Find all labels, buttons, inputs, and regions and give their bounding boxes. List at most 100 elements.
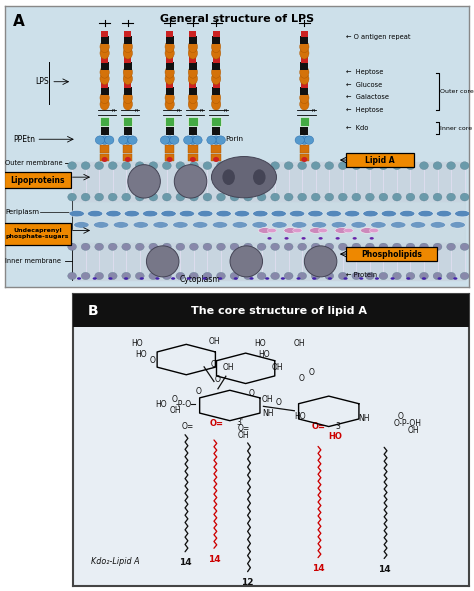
Ellipse shape [257,162,266,170]
Text: OH: OH [262,395,273,404]
Ellipse shape [359,277,364,280]
Ellipse shape [370,237,374,239]
Ellipse shape [363,210,378,217]
Ellipse shape [123,98,132,110]
Ellipse shape [271,193,280,201]
Text: HO: HO [328,432,342,441]
Text: Cytoplasm: Cytoplasm [180,275,220,284]
Ellipse shape [95,162,104,170]
Ellipse shape [100,98,109,110]
Ellipse shape [149,243,158,251]
Ellipse shape [230,162,239,170]
Text: OH: OH [208,337,220,346]
Bar [213,31,219,37]
Ellipse shape [153,222,168,228]
Text: n: n [111,108,115,113]
Ellipse shape [122,162,131,170]
Ellipse shape [244,193,253,201]
Ellipse shape [217,243,226,251]
Ellipse shape [171,277,175,280]
Ellipse shape [123,92,132,103]
Ellipse shape [284,237,289,239]
Ellipse shape [92,277,97,280]
Text: HO: HO [258,350,269,359]
Bar [124,82,131,88]
Ellipse shape [284,228,297,233]
Ellipse shape [406,193,415,201]
Ellipse shape [271,272,280,280]
Ellipse shape [218,277,222,280]
Bar [100,118,109,126]
Bar [189,87,197,95]
Bar [100,127,109,135]
Text: OH: OH [271,363,283,372]
Ellipse shape [69,210,84,217]
Ellipse shape [113,222,128,228]
Text: 14: 14 [312,564,324,573]
Ellipse shape [353,237,357,239]
Ellipse shape [311,243,320,251]
Text: O: O [397,412,403,421]
Text: O: O [275,398,281,407]
Ellipse shape [335,228,348,233]
Ellipse shape [365,193,374,201]
Ellipse shape [433,272,442,280]
Ellipse shape [284,243,293,251]
Ellipse shape [211,47,221,59]
Bar [166,37,173,44]
Ellipse shape [300,41,309,53]
Ellipse shape [272,222,287,228]
Ellipse shape [406,243,415,251]
Text: Lipoproteins: Lipoproteins [10,176,64,185]
Bar [101,31,108,37]
Ellipse shape [379,272,388,280]
Text: 14: 14 [179,558,191,567]
Ellipse shape [93,222,109,228]
Ellipse shape [433,243,442,251]
Bar [300,145,309,153]
Ellipse shape [140,277,144,280]
Ellipse shape [325,243,334,251]
Ellipse shape [136,193,144,201]
Ellipse shape [460,162,469,170]
Text: 12: 12 [241,578,254,587]
Text: n: n [200,108,203,113]
Ellipse shape [460,193,469,201]
Bar [212,127,220,135]
Ellipse shape [203,193,212,201]
Ellipse shape [344,277,347,280]
Ellipse shape [392,272,401,280]
Bar [211,145,221,153]
Ellipse shape [284,193,293,201]
Ellipse shape [460,243,469,251]
Text: O: O [215,375,220,384]
Ellipse shape [192,222,208,228]
Ellipse shape [163,243,171,251]
Ellipse shape [234,277,238,280]
Ellipse shape [365,243,374,251]
Text: B: B [87,304,98,318]
Ellipse shape [351,222,366,228]
Bar [100,145,109,153]
Ellipse shape [400,210,415,217]
Ellipse shape [81,272,90,280]
Bar [123,118,132,126]
Ellipse shape [336,237,340,239]
Ellipse shape [257,193,266,201]
Ellipse shape [249,277,254,280]
Ellipse shape [133,222,148,228]
Ellipse shape [447,162,456,170]
Text: Outer membrane: Outer membrane [5,160,63,166]
Ellipse shape [418,210,433,217]
Ellipse shape [100,41,109,53]
Text: O: O [309,368,315,377]
Ellipse shape [298,193,307,201]
Ellipse shape [311,222,327,228]
Ellipse shape [143,210,158,217]
Ellipse shape [188,47,198,59]
Ellipse shape [100,47,109,59]
Ellipse shape [455,210,470,217]
Ellipse shape [122,243,131,251]
Ellipse shape [203,272,212,280]
Text: Kdo₂-Lipid A: Kdo₂-Lipid A [91,557,140,566]
